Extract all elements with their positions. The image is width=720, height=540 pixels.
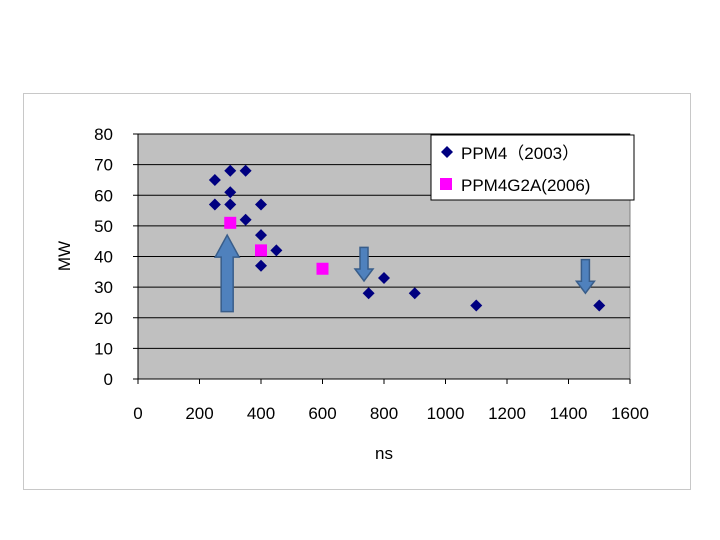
y-axis-title: MW — [55, 241, 74, 271]
legend-marker-diamond — [441, 146, 453, 158]
data-point-ppm4 — [208, 173, 221, 186]
y-tick-label: 10 — [94, 339, 113, 358]
x-tick-label: 400 — [247, 404, 275, 423]
data-point-ppm4 — [470, 299, 483, 312]
data-point-ppm4 — [208, 198, 221, 211]
y-tick-label: 40 — [94, 248, 113, 267]
y-tick-label: 20 — [94, 309, 113, 328]
x-tick-label: 800 — [370, 404, 398, 423]
data-point-ppm4 — [255, 198, 267, 211]
legend: PPM4（2003） PPM4G2A(2006) — [430, 134, 635, 201]
data-point-ppm4 — [270, 244, 283, 257]
x-tick-label: 600 — [308, 404, 336, 423]
data-point-ppm4 — [593, 299, 606, 312]
data-point-ppm4 — [362, 287, 375, 300]
legend-marker-square — [440, 178, 452, 190]
x-axis-title: ns — [375, 444, 393, 463]
x-tick-label: 1000 — [427, 404, 465, 423]
arrow-down-icon — [353, 246, 375, 283]
annotation-arrows — [213, 233, 596, 313]
data-point-ppm4g2a — [316, 262, 329, 275]
y-axis-ticks: 0 10 20 30 40 50 60 70 80 — [94, 125, 113, 389]
y-tick-label: 80 — [94, 125, 113, 144]
data-point-ppm4 — [408, 287, 421, 300]
y-tick-label: 60 — [94, 186, 113, 205]
data-point-ppm4 — [255, 259, 267, 272]
data-point-ppm4 — [378, 271, 390, 284]
arrow-down-icon — [574, 258, 596, 295]
data-point-ppm4 — [239, 213, 252, 226]
x-tick-label: 200 — [185, 404, 213, 423]
y-tick-label: 70 — [94, 156, 113, 175]
x-tick-label: 1200 — [488, 404, 526, 423]
legend-label-ppm4: PPM4（2003） — [461, 144, 579, 163]
x-tick-label: 1400 — [550, 404, 588, 423]
data-point-ppm4 — [239, 164, 252, 177]
y-tick-label: 50 — [94, 217, 113, 236]
x-axis-ticks: 0 200 400 600 800 1000 1200 1400 1600 — [133, 404, 649, 423]
x-tick-label: 1600 — [611, 404, 649, 423]
legend-box — [430, 134, 635, 201]
data-point-ppm4g2a — [224, 216, 237, 229]
y-tick-label: 0 — [104, 370, 113, 389]
x-tick-label: 0 — [133, 404, 142, 423]
data-points — [208, 164, 606, 312]
arrow-up-icon — [213, 233, 241, 313]
data-point-ppm4 — [224, 198, 237, 211]
data-point-ppm4 — [224, 186, 237, 199]
legend-label-ppm4g2a: PPM4G2A(2006) — [461, 176, 590, 195]
data-point-ppm4 — [255, 229, 267, 242]
data-point-ppm4g2a — [255, 244, 267, 257]
data-point-ppm4 — [224, 164, 237, 177]
y-tick-label: 30 — [94, 278, 113, 297]
